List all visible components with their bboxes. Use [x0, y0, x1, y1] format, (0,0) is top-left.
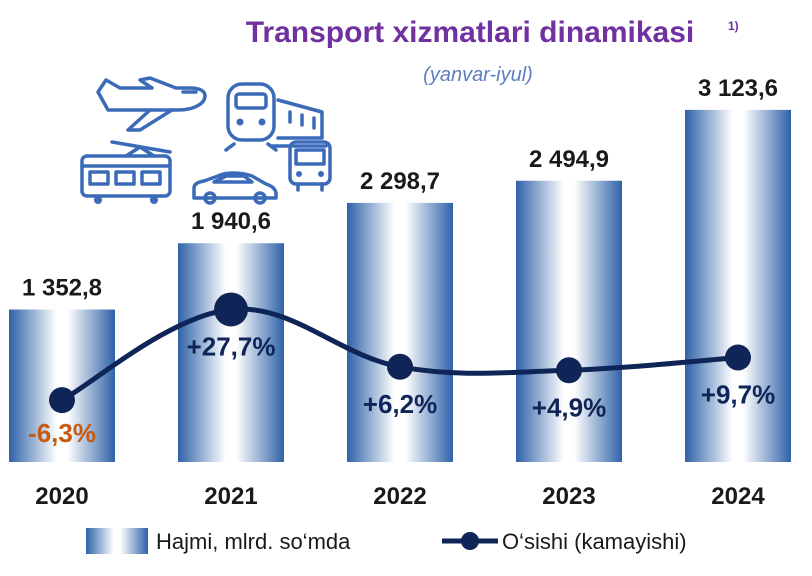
value-label-2021: 1 940,6	[191, 208, 271, 235]
chart-subtitle: (yanvar-iyul)	[423, 64, 533, 86]
airplane-icon	[96, 76, 207, 132]
chart-title: Transport xizmatlari dinamikasi	[246, 16, 695, 49]
growth-point-2022	[387, 353, 413, 380]
growth-point-2023	[556, 357, 582, 384]
bar-2022	[347, 202, 453, 462]
category-label-2020: 2020	[35, 483, 88, 510]
car-icon	[192, 171, 278, 205]
growth-line-group	[49, 292, 751, 414]
growth-point-2020	[49, 387, 75, 414]
value-label-2024: 3 123,6	[698, 75, 778, 102]
bar-2020	[9, 309, 115, 462]
category-label-2022: 2022	[373, 483, 426, 510]
growth-label-2020: -6,3%	[28, 418, 96, 448]
legend-line-label: O‘sishi (kamayishi)	[502, 529, 687, 554]
bus-icon	[288, 140, 332, 192]
bar-2021	[178, 243, 284, 462]
value-label-2022: 2 298,7	[360, 168, 440, 195]
growth-label-2022: +6,2%	[363, 389, 437, 419]
category-label-2021: 2021	[204, 483, 257, 510]
tram-icon	[80, 140, 172, 204]
value-label-2023: 2 494,9	[529, 146, 609, 173]
growth-label-2024: +9,7%	[701, 379, 775, 409]
growth-point-2021	[214, 292, 248, 327]
labels-group: 1 352,8 2020 1 940,6 2021 2 298,7 2022 2 494,9…	[22, 75, 778, 510]
legend-line-marker	[461, 532, 479, 550]
train-icon	[224, 82, 328, 152]
growth-label-2023: +4,9%	[532, 392, 606, 422]
bar-2023	[516, 180, 622, 463]
growth-label-2021: +27,7%	[187, 331, 276, 361]
growth-point-2024	[725, 344, 751, 371]
legend-bar-swatch	[86, 528, 148, 554]
legend-bar-label: Hajmi, mlrd. so‘mda	[156, 529, 351, 554]
value-label-2020: 1 352,8	[22, 275, 102, 302]
title-footnote-mark: 1)	[728, 19, 739, 33]
legend: Hajmi, mlrd. so‘mda O‘sishi (kamayishi)	[86, 528, 687, 554]
category-label-2023: 2023	[542, 483, 595, 510]
category-label-2024: 2024	[711, 483, 765, 510]
bar-2024	[685, 109, 791, 462]
bars-group	[9, 109, 791, 463]
